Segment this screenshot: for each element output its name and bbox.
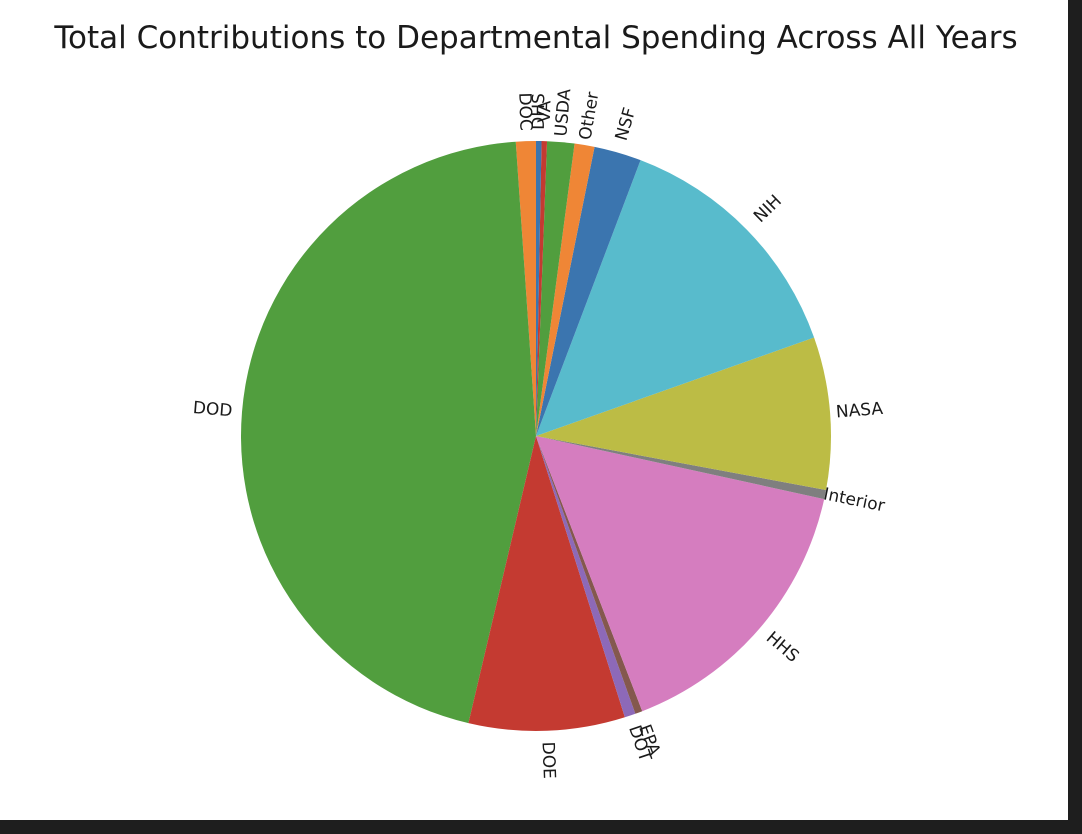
pie-slice-epa (536, 436, 643, 714)
pie-label-interior: Interior (822, 484, 887, 516)
pie-slice-nasa (536, 337, 832, 491)
pie-slices (241, 140, 832, 732)
pie-label-doc: DOC (514, 92, 535, 131)
pie-slice-nih (536, 160, 815, 436)
pie-chart: Total Contributions to Departmental Spen… (53, 20, 1017, 779)
pie-slice-usda (536, 141, 575, 436)
pie-slice-hhs (536, 436, 825, 712)
pie-slice-dod (241, 141, 537, 724)
pie-slice-va (536, 141, 548, 437)
pie-label-dhs: DHS (529, 93, 549, 130)
pie-slice-interior (536, 436, 827, 500)
pie-slice-other (536, 143, 595, 436)
pie-label-nasa: NASA (835, 399, 884, 423)
pie-label-va: VA (535, 100, 556, 123)
chart-canvas: Total Contributions to Departmental Spen… (0, 0, 1068, 820)
pie-slice-doc (515, 141, 536, 436)
pie-label-dod: DOD (192, 398, 233, 421)
pie-label-nsf: NSF (612, 105, 640, 143)
pie-label-other: Other (576, 90, 604, 141)
pie-label-doe: DOE (537, 741, 558, 779)
pie-label-usda: USDA (551, 88, 575, 138)
chart-title: Total Contributions to Departmental Spen… (53, 20, 1017, 56)
pie-slice-dhs (536, 140, 542, 436)
pie-label-nih: NIH (750, 191, 786, 227)
pie-slice-nsf (536, 146, 641, 436)
pie-label-hhs: HHS (762, 628, 803, 667)
pie-slice-dot (536, 436, 636, 718)
pie-slice-doe (468, 436, 625, 732)
